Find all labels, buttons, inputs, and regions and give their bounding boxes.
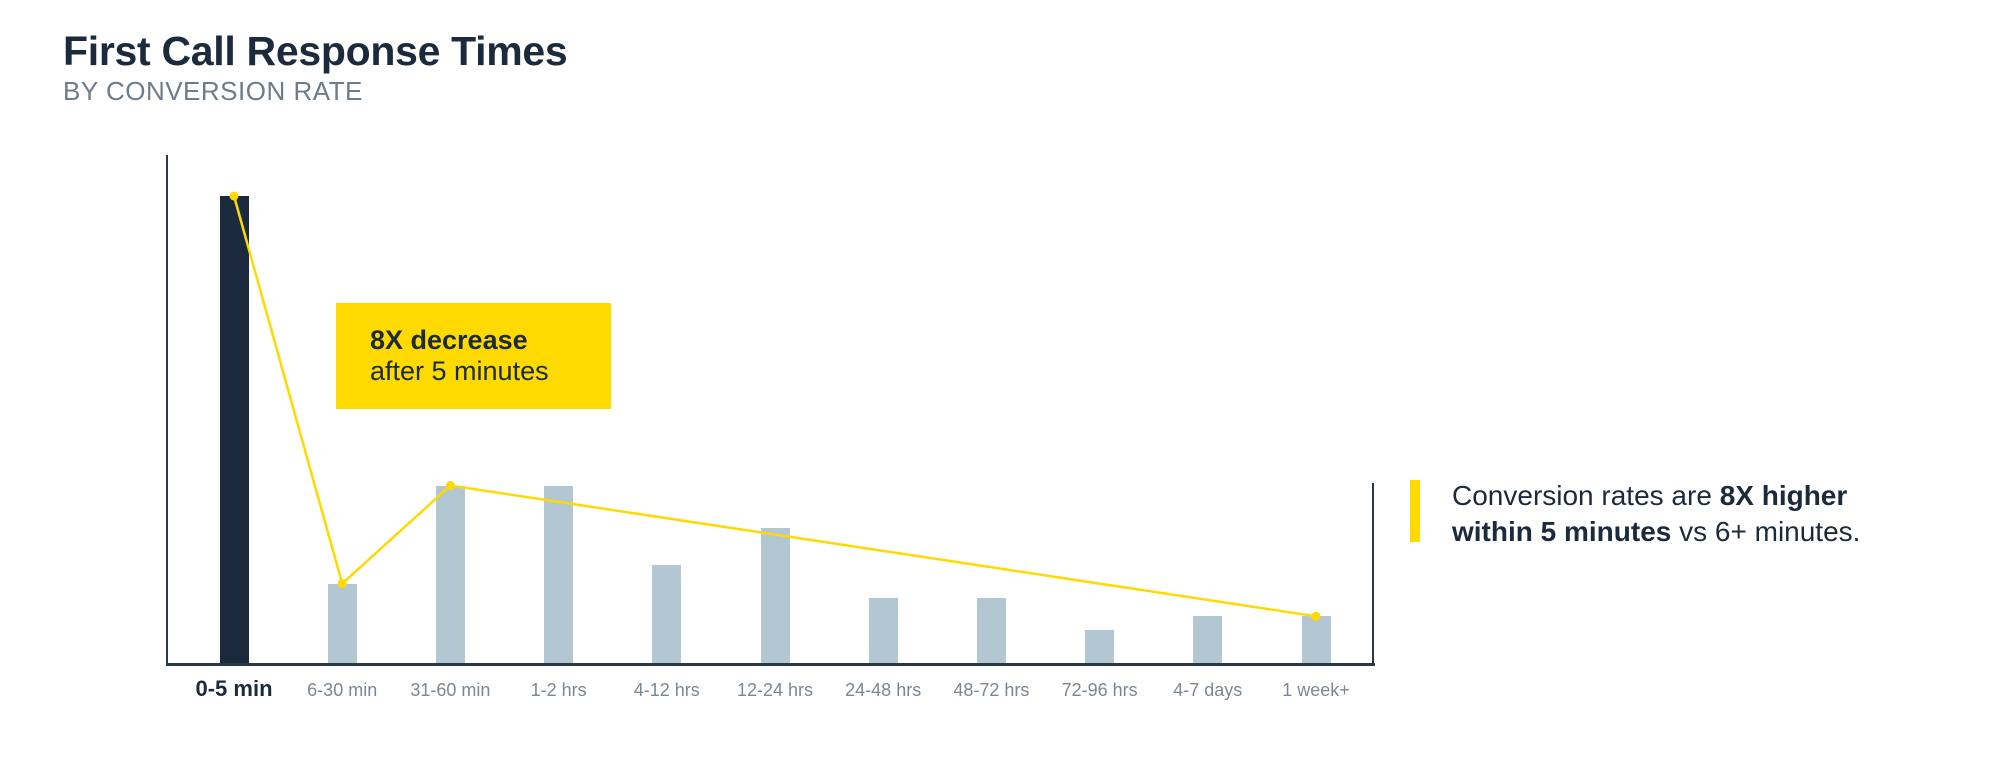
side-note-bold1: 8X higher [1719, 480, 1848, 511]
side-note-bold2: within 5 minutes [1452, 516, 1672, 547]
callout-bold-text: 8X decrease [370, 325, 528, 355]
right-axis-line [1372, 483, 1374, 665]
bar-48-72-hrs [976, 597, 1006, 663]
x-label: 12-24 hrs [736, 680, 814, 700]
bar-24-48-hrs [868, 597, 898, 663]
side-note: Conversion rates are 8X higher within 5 m… [1410, 478, 1860, 550]
x-label: 31-60 min [410, 680, 491, 700]
bar-72-96-hrs [1085, 630, 1115, 663]
bar-6-30-min [327, 583, 357, 663]
bar-12-24-hrs [760, 527, 790, 663]
bar-1-2-hrs [544, 485, 574, 663]
x-label: 1 week+ [1282, 680, 1350, 700]
side-note-accent-bar [1410, 480, 1420, 542]
x-axis-line [166, 663, 1375, 666]
callout-box: 8X decrease after 5 minutes [336, 303, 611, 409]
x-label: 72-96 hrs [1061, 680, 1138, 700]
trend-point [1311, 611, 1321, 621]
x-label: 4-12 hrs [633, 680, 700, 700]
y-axis-line [166, 155, 168, 665]
chart-title: First Call Response Times [63, 28, 568, 74]
trend-point [445, 481, 455, 491]
x-label: 4-7 days [1173, 680, 1243, 700]
bar-1-week- [1301, 616, 1331, 663]
side-note-part1: Conversion rates are [1452, 480, 1720, 511]
x-label: 24-48 hrs [845, 680, 922, 700]
bar-0-5-min [219, 196, 249, 663]
bar-4-12-hrs [652, 564, 682, 663]
trend-point [337, 579, 347, 589]
x-label: 1-2 hrs [530, 680, 587, 700]
side-note-text: Conversion rates are 8X higher within 5 m… [1452, 478, 1860, 550]
x-label: 48-72 hrs [953, 680, 1030, 700]
x-label: 0-5 min [195, 676, 273, 701]
bar-4-7-days [1193, 616, 1223, 663]
trend-point [229, 191, 239, 201]
chart-subtitle: BY CONVERSION RATE [63, 76, 363, 106]
callout-text: after 5 minutes [370, 356, 549, 386]
x-label: 6-30 min [307, 680, 378, 700]
bar-31-60-min [435, 485, 465, 663]
side-note-part2: vs 6+ minutes. [1671, 516, 1861, 547]
